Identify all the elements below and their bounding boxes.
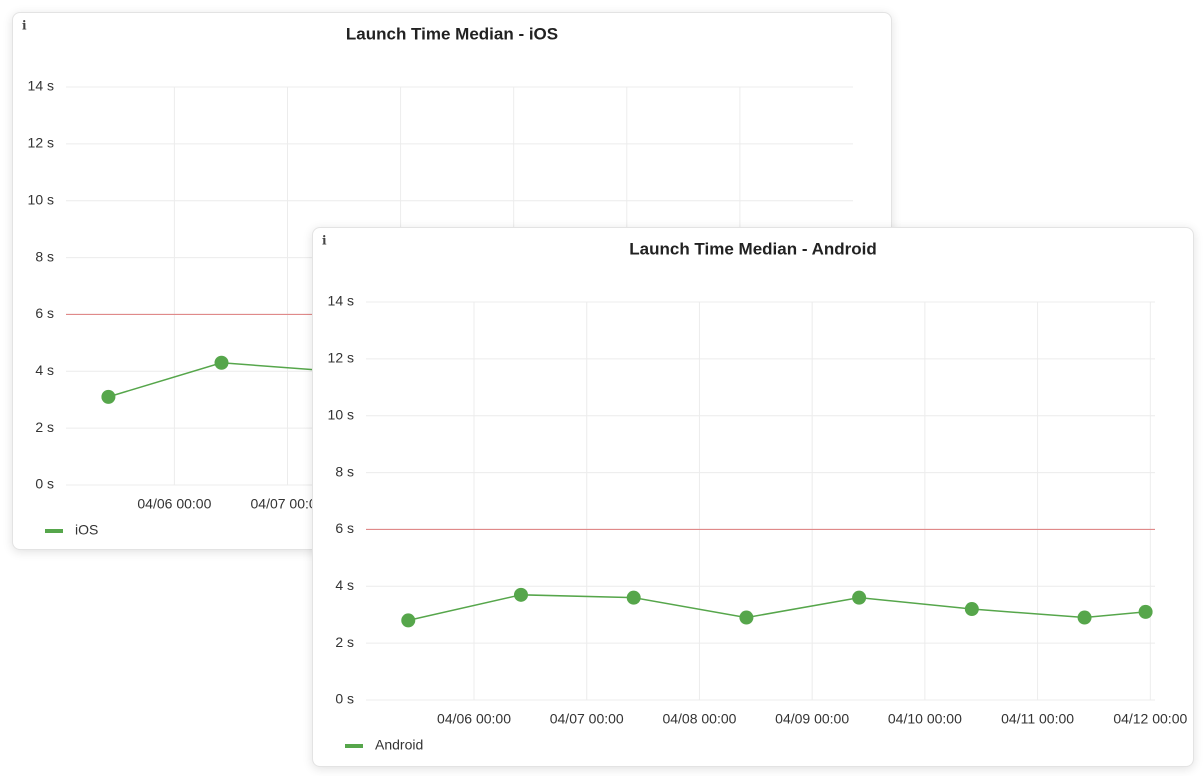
legend-label[interactable]: iOS	[75, 522, 98, 538]
y-tick-label: 6 s	[35, 305, 54, 321]
x-tick-label: 04/10 00:00	[888, 711, 962, 727]
data-point	[101, 389, 116, 404]
y-tick-label: 4 s	[35, 362, 54, 378]
y-tick-label: 2 s	[35, 419, 54, 435]
x-tick-label: 04/08 00:00	[662, 711, 736, 727]
data-point	[513, 587, 528, 602]
info-icon[interactable]: i	[22, 19, 27, 33]
x-tick-label: 04/07 00:00	[251, 496, 325, 512]
data-point	[214, 355, 229, 370]
data-point	[1138, 604, 1153, 619]
x-tick-label: 04/07 00:00	[550, 711, 624, 727]
legend-label[interactable]: Android	[375, 737, 423, 753]
y-tick-label: 2 s	[335, 634, 354, 650]
x-tick-label: 04/11 00:00	[1001, 711, 1074, 727]
data-point	[739, 610, 754, 625]
y-tick-label: 12 s	[28, 135, 54, 151]
y-tick-label: 14 s	[28, 78, 54, 94]
chart-title: Launch Time Median - iOS	[346, 24, 558, 43]
y-tick-label: 0 s	[35, 476, 54, 492]
data-point	[626, 590, 641, 605]
data-point	[401, 613, 416, 628]
chart-title: Launch Time Median - Android	[629, 239, 876, 258]
data-point	[964, 602, 979, 617]
y-tick-label: 0 s	[335, 691, 354, 707]
x-tick-label: 04/09 00:00	[775, 711, 849, 727]
y-tick-label: 6 s	[335, 520, 354, 536]
x-tick-label: 04/06 00:00	[437, 711, 511, 727]
x-tick-label: 04/12 00:00	[1113, 711, 1187, 727]
y-tick-label: 10 s	[28, 191, 54, 207]
y-tick-label: 8 s	[35, 248, 54, 264]
series-line	[408, 594, 1146, 622]
y-tick-label: 12 s	[328, 350, 354, 366]
y-tick-label: 4 s	[335, 577, 354, 593]
data-point	[1077, 610, 1092, 625]
chart: i Launch Time Median - Android 0 s 2 s 4 s 6…	[322, 234, 1187, 753]
info-icon[interactable]: i	[322, 234, 327, 248]
y-tick-label: 10 s	[328, 406, 354, 422]
y-tick-label: 8 s	[335, 463, 354, 479]
y-tick-label: 14 s	[328, 293, 354, 309]
android-panel: i Launch Time Median - Android 0 s 2 s 4 s 6…	[312, 227, 1194, 767]
x-tick-label: 04/06 00:00	[137, 496, 211, 512]
data-point	[852, 590, 867, 605]
